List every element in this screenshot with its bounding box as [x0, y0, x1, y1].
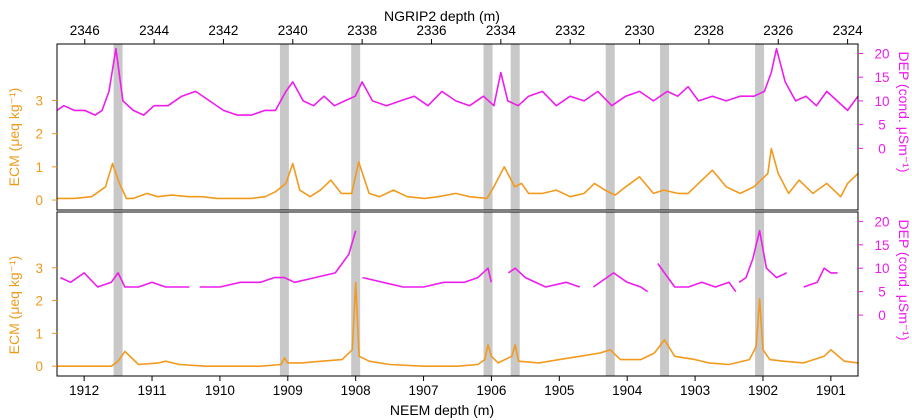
bottom-axis-title: NEEM depth (m) [390, 402, 494, 418]
band-5-panel-1 [605, 212, 615, 376]
dep-tick-label-0-0: 0 [878, 141, 886, 156]
band-3-panel-0 [483, 44, 493, 210]
top-tick-label-2332: 2332 [555, 23, 585, 38]
ecm-tick-label-0-3: 3 [35, 93, 43, 108]
top-tick-label-2334: 2334 [486, 23, 517, 38]
top-tick-label-2338: 2338 [347, 23, 377, 38]
bottom-tick-label-1905: 1905 [544, 383, 574, 398]
top-tick-label-2326: 2326 [763, 23, 793, 38]
dep-line-neem [60, 229, 838, 293]
bottom-tick-label-1910: 1910 [205, 383, 235, 398]
band-1-panel-1 [279, 212, 289, 376]
band-7-panel-1 [755, 212, 765, 376]
dep-tick-label-0-10: 10 [874, 94, 889, 109]
series-layer [56, 47, 859, 367]
dep-tick-label-1-15: 15 [874, 238, 889, 253]
band-1-panel-0 [279, 44, 289, 210]
top-tick-label-2336: 2336 [416, 23, 446, 38]
bottom-tick-label-1904: 1904 [612, 383, 643, 398]
bottom-tick-label-1906: 1906 [476, 383, 506, 398]
top-tick-label-2344: 2344 [139, 23, 170, 38]
dep-tick-label-1-0: 0 [878, 308, 886, 323]
dep-axis-title-top: DEP (cond. μSm⁻¹) [896, 51, 912, 172]
band-7-panel-0 [755, 44, 765, 210]
band-6-panel-0 [660, 44, 670, 210]
dep-axis-title-bottom: DEP (cond. μSm⁻¹) [896, 219, 912, 340]
bottom-tick-label-1908: 1908 [341, 383, 371, 398]
ecm-axis-title-top: ECM (μeq kg⁻¹) [6, 88, 22, 187]
ticks-layer: 2346 2344 2342 2340 2338 2336 2334 2332 2330 2328… [35, 23, 889, 398]
panel-frame-1 [56, 211, 859, 377]
bottom-tick-label-1912: 1912 [69, 383, 99, 398]
band-2-panel-0 [351, 44, 361, 210]
frames-layer [56, 43, 859, 377]
band-4-panel-1 [510, 212, 520, 376]
ecm-line-neem [57, 281, 859, 367]
ecm-tick-label-1-1: 1 [35, 326, 43, 341]
band-5-panel-0 [605, 44, 615, 210]
dep-tick-label-0-5: 5 [878, 118, 886, 133]
bottom-tick-label-1909: 1909 [273, 383, 303, 398]
dep-tick-label-0-20: 20 [874, 46, 889, 61]
band-4-panel-0 [510, 44, 520, 210]
band-0-panel-1 [113, 212, 123, 376]
top-tick-label-2346: 2346 [70, 23, 100, 38]
bottom-tick-label-1902: 1902 [748, 383, 778, 398]
ecm-tick-label-1-3: 3 [35, 261, 43, 276]
band-0-panel-0 [113, 44, 123, 210]
ecm-tick-label-0-0: 0 [35, 193, 43, 208]
bottom-tick-label-1901: 1901 [816, 383, 846, 398]
ecm-tick-label-0-1: 1 [35, 160, 43, 175]
bottom-tick-label-1911: 1911 [138, 383, 167, 398]
ecm-tick-label-1-0: 0 [35, 359, 43, 374]
dep-tick-label-1-10: 10 [874, 261, 889, 276]
bands-layer [113, 44, 765, 376]
top-tick-label-2342: 2342 [208, 23, 238, 38]
band-3-panel-1 [483, 212, 493, 376]
ecm-tick-label-0-2: 2 [35, 127, 43, 142]
ecm-line-ngrip2 [57, 147, 859, 200]
dep-tick-label-0-15: 15 [874, 70, 889, 85]
dep-tick-label-1-5: 5 [878, 285, 886, 300]
top-tick-label-2324: 2324 [833, 23, 864, 38]
dep-line-ngrip2 [56, 47, 859, 116]
bottom-tick-label-1907: 1907 [409, 383, 439, 398]
top-axis-title: NGRIP2 depth (m) [384, 8, 500, 24]
top-tick-label-2330: 2330 [625, 23, 655, 38]
bottom-tick-label-1903: 1903 [680, 383, 710, 398]
panel-frame-0 [56, 43, 859, 211]
top-tick-label-2340: 2340 [278, 23, 308, 38]
ecm-tick-label-1-2: 2 [35, 294, 43, 309]
dep-tick-label-1-20: 20 [874, 214, 889, 229]
top-tick-label-2328: 2328 [694, 23, 724, 38]
band-6-panel-1 [660, 212, 670, 376]
ecm-axis-title-bottom: ECM (μeq kg⁻¹) [6, 256, 22, 355]
